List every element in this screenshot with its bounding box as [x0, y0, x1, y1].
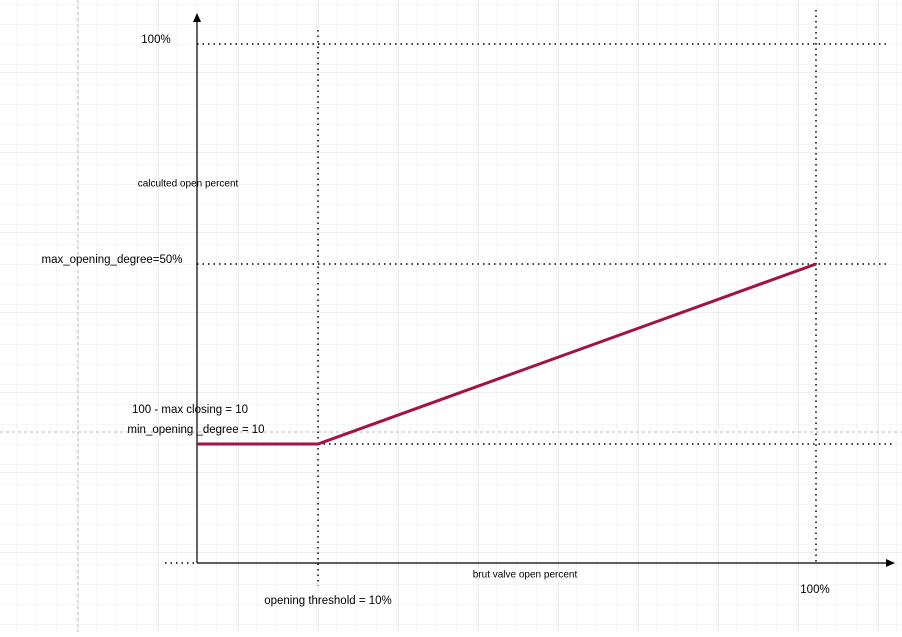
label: 100% [800, 584, 829, 596]
label: 100 - max closing = 10 [132, 404, 248, 416]
label: max_opening_degree=50% [42, 254, 183, 266]
label: opening threshold = 10% [264, 595, 392, 607]
x-axis-arrow [886, 559, 895, 567]
axis-title: calculted open percent [138, 179, 239, 190]
label: 100% [141, 34, 170, 46]
label: min_opening _degree = 10 [127, 424, 264, 436]
axis-title: brut valve open percent [473, 570, 578, 581]
y-axis-arrow [193, 13, 201, 22]
curve [197, 262, 817, 446]
